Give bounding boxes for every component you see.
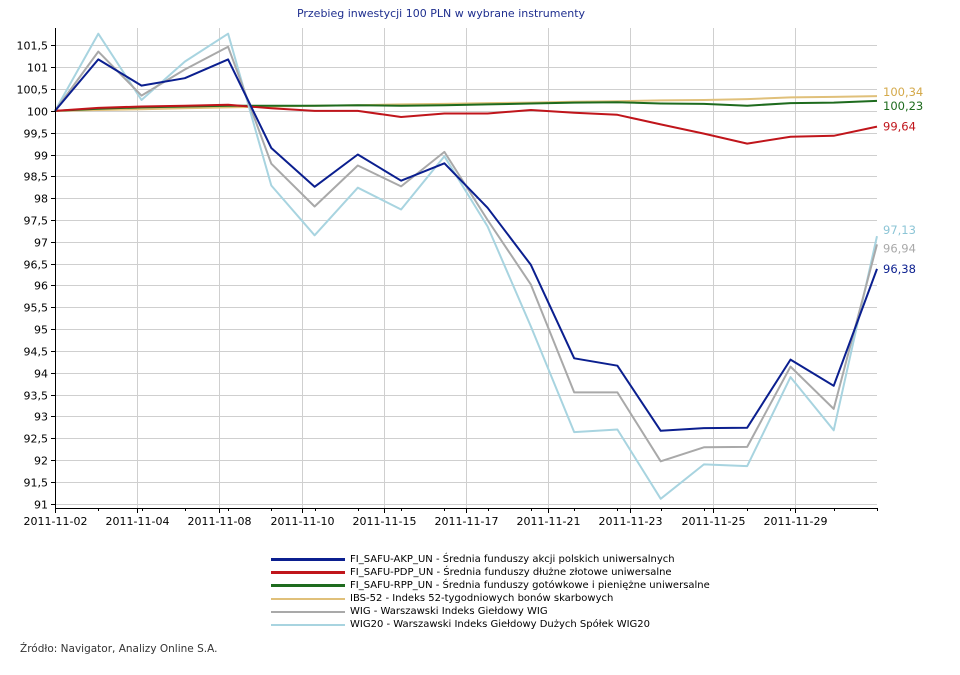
series-lines [54,32,878,500]
x-tick-label: 2011-11-17 [435,515,499,528]
x-axis-tick-labels: 2011-11-02 2011-11-04 2011-11-08 2011-11-10… [24,515,828,528]
x-tick-label: 2011-11-21 [517,515,581,528]
legend-swatch [271,558,345,561]
legend-label: FI_SAFU-PDP_UN - Średnia funduszy dłużne… [350,567,672,578]
y-tick-label: 95,5 [24,302,49,315]
x-tick-label: 2011-11-08 [188,515,252,528]
y-tick-label: 92,5 [24,433,49,446]
series-end-label: 99,64 [883,120,916,134]
y-tick-label: 99,5 [24,128,49,141]
y-tick-label: 94,5 [24,346,49,359]
series-line-3 [54,95,878,112]
x-tick-label: 2011-11-15 [353,515,417,528]
y-tick-label: 97 [34,237,48,250]
chart-title: Przebieg inwestycji 100 PLN w wybrane in… [297,7,586,20]
legend-item: FI_SAFU-PDP_UN - Średnia funduszy dłużne… [271,566,710,579]
series-end-label: 100,34 [883,85,923,99]
y-tick-label: 100,5 [17,84,49,97]
series-line-1 [54,103,878,145]
y-tick-label: 92 [34,455,48,468]
legend: FI_SAFU-AKP_UN - Średnia funduszy akcji … [271,553,710,631]
y-tick-label: 93 [34,411,48,424]
y-tick-label: 98,5 [24,171,49,184]
series-end-label: 96,94 [883,241,916,255]
series-line-0 [54,58,878,432]
legend-label: WIG20 - Warszawski Indeks Giełdowy Dużyc… [350,619,651,630]
y-axis-tick-labels: 101,5 101 100,5 100 99,5 99 98,5 98 97,5 97 96,5 96… [17,40,49,512]
legend-swatch [271,571,345,574]
y-tick-label: 96 [34,280,48,293]
legend-item: WIG20 - Warszawski Indeks Giełdowy Dużyc… [271,618,710,631]
legend-item: IBS-52 - Indeks 52-tygodniowych bonów sk… [271,592,710,605]
legend-item: FI_SAFU-AKP_UN - Średnia funduszy akcji … [271,553,710,566]
y-tick-label: 101,5 [17,40,49,53]
x-tick-label: 2011-11-23 [599,515,663,528]
y-tick-label: 100 [27,106,48,119]
legend-label: FI_SAFU-RPP_UN - Średnia funduszy gotówk… [350,580,710,591]
y-tick-label: 94 [34,368,48,381]
legend-swatch [271,597,345,600]
legend-swatch [271,623,345,626]
x-tick-label: 2011-11-25 [682,515,746,528]
legend-item: FI_SAFU-RPP_UN - Średnia funduszy gotówk… [271,579,710,592]
y-tick-label: 101 [27,62,48,75]
legend-label: FI_SAFU-AKP_UN - Średnia funduszy akcji … [350,554,675,565]
series-end-label: 97,13 [883,223,916,237]
y-tick-label: 96,5 [24,259,49,272]
y-tick-label: 97,5 [24,215,49,228]
source-note: Źródło: Navigator, Analizy Online S.A. [20,643,218,655]
series-line-5 [54,32,878,500]
y-tick-label: 95 [34,324,48,337]
x-tick-label: 2011-11-02 [24,515,88,528]
axes [51,28,878,513]
legend-label: WIG - Warszawski Indeks Giełdowy WIG [350,606,548,617]
y-tick-label: 98 [34,193,48,206]
series-end-label: 100,23 [883,99,923,113]
line-chart: Przebieg inwestycji 100 PLN w wybrane in… [17,7,924,528]
x-tick-label: 2011-11-10 [271,515,335,528]
x-tick-label: 2011-11-04 [106,515,170,528]
y-tick-label: 91 [34,499,48,512]
series-end-label: 96,38 [883,262,916,276]
x-tick-label: 2011-11-29 [764,515,828,528]
y-tick-label: 91,5 [24,477,49,490]
y-tick-label: 93,5 [24,390,49,403]
legend-label: IBS-52 - Indeks 52-tygodniowych bonów sk… [350,593,614,604]
legend-swatch [271,610,345,613]
y-tick-label: 99 [34,150,48,163]
legend-item: WIG - Warszawski Indeks Giełdowy WIG [271,605,710,618]
legend-swatch [271,584,345,587]
